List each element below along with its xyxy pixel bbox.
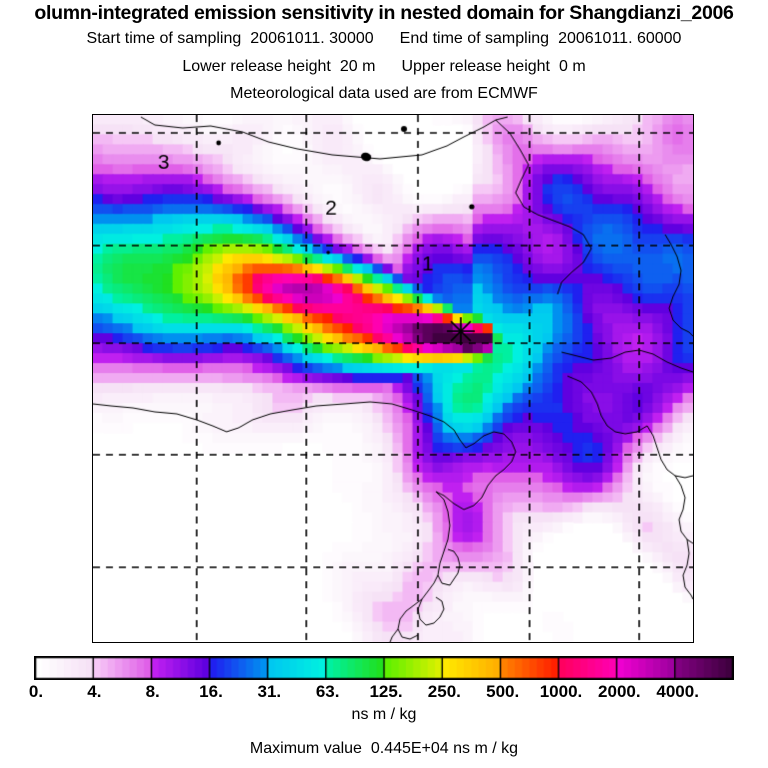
colorbar [34,656,734,680]
colorbar-tick-5: 63. [315,682,340,701]
maximum-value-line: Maximum value 0.445E+04 ns m / kg [0,740,768,758]
lower-release-value: 20 m [339,58,376,75]
met-data-line: Meteorological data used are from ECMWF [230,85,538,102]
colorbar-tick-9: 1000. [539,682,583,701]
colorbar-tick-10: 2000. [598,682,641,701]
upper-release-value: 0 m [559,58,586,75]
colorbar-tick-8: 500. [486,682,520,701]
maximum-value: 0.445E+04 [370,740,449,757]
maximum-value-units: ns m / kg [453,740,519,757]
map-plot-area [92,114,694,643]
colorbar-tick-11: 4000. [656,682,699,701]
colorbar-tick-7: 250. [427,682,461,701]
colorbar-tick-1: 4. [87,682,102,701]
release-height-row: Lower release height 20 m Upper release he… [0,58,768,76]
end-time-value: 20061011. 60000 [558,30,682,47]
end-time-label: End time of sampling [399,30,550,47]
sampling-time-row: Start time of sampling 20061011. 30000 End… [0,30,768,48]
colorbar-gradient [34,656,734,680]
colorbar-tick-6: 125. [369,682,403,701]
colorbar-tick-3: 16. [199,682,223,701]
maximum-value-label: Maximum value [249,740,362,757]
upper-release-label: Upper release height [401,58,550,75]
colorbar-tick-labels: 0. 4. 8. 16. 31. 63. 125. 250. 500. 1000. 2000. 400… [0,682,768,704]
colorbar-tick-2: 8. [145,682,160,701]
start-time-value: 20061011. 30000 [250,30,374,47]
colorbar-tick-0: 0. [28,682,44,701]
lower-release-label: Lower release height [182,58,331,75]
start-time-label: Start time of sampling [86,30,242,47]
emission-sensitivity-field [93,115,693,642]
colorbar-units: ns m / kg [351,706,417,723]
colorbar-tick-4: 31. [257,682,282,701]
page-title: olumn-integrated emission sensitivity in… [34,2,734,24]
